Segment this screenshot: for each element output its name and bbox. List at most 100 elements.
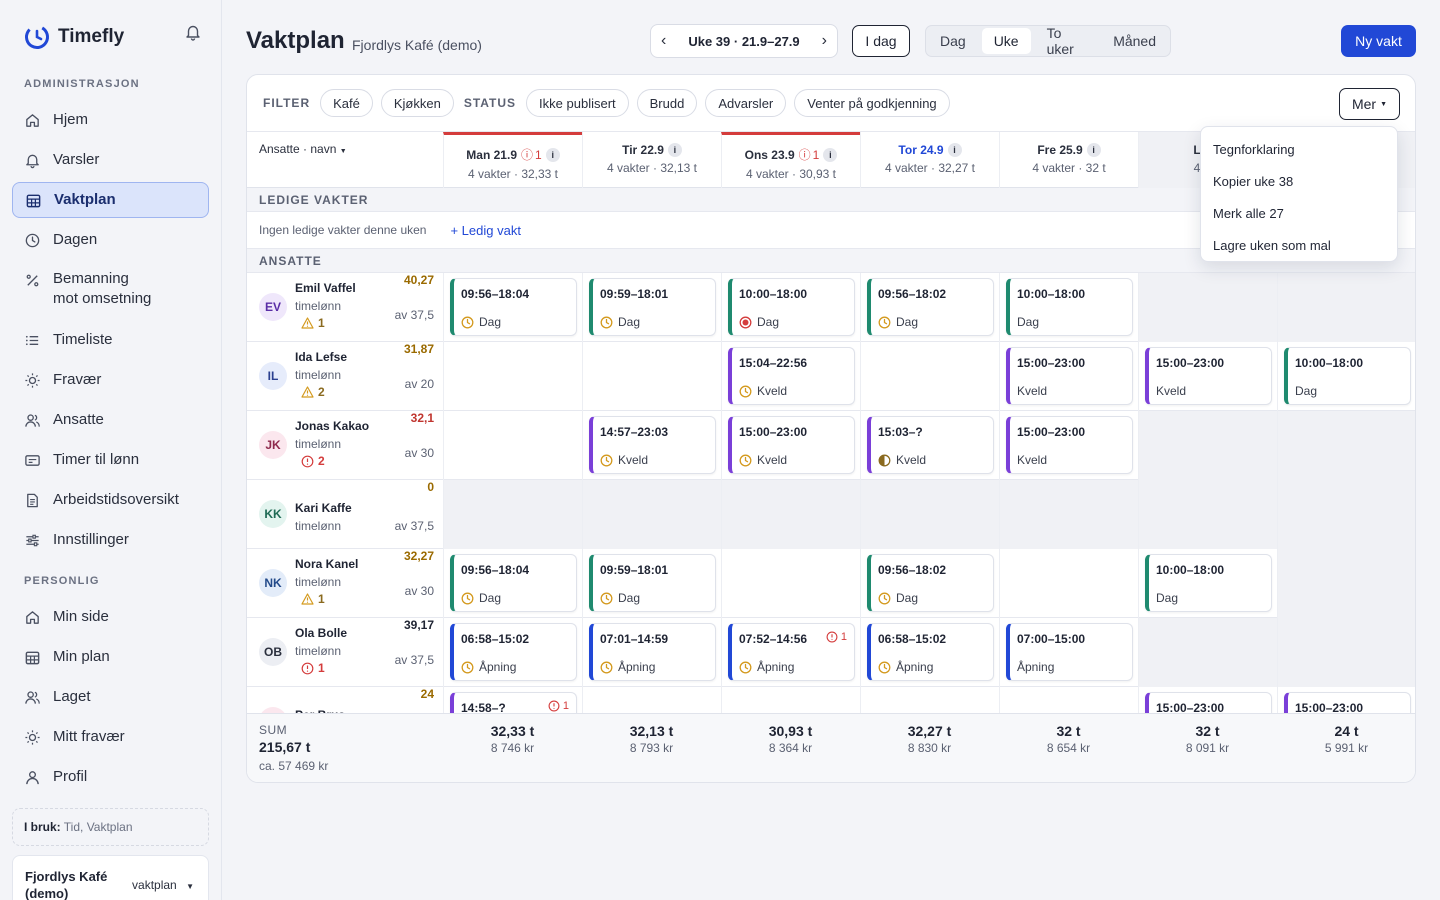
- shift-card[interactable]: 07:00–15:00 Åpning: [1006, 623, 1133, 681]
- schedule-cell[interactable]: [1138, 480, 1277, 549]
- employee-info[interactable]: NK Nora Kanel timelønn 1 32,27 av 30: [247, 549, 442, 618]
- notifications-bell-icon[interactable]: [184, 23, 202, 41]
- schedule-cell[interactable]: [860, 480, 999, 549]
- schedule-cell[interactable]: 10:00–18:00 Dag: [1277, 342, 1415, 411]
- shift-card[interactable]: 15:00–23:00 Kveld: [1145, 347, 1272, 405]
- schedule-cell[interactable]: [999, 687, 1138, 713]
- shift-alert[interactable]: 1: [548, 700, 569, 712]
- shift-card[interactable]: 09:56–18:04 Dag: [450, 278, 577, 336]
- prev-week-chevron-icon[interactable]: ‹: [661, 32, 667, 49]
- shift-card[interactable]: 15:00–23:00 Kveld: [728, 416, 855, 474]
- shift-alert[interactable]: 1: [826, 631, 847, 643]
- schedule-cell[interactable]: 15:00–23:00 Kveld: [1277, 687, 1415, 713]
- schedule-cell[interactable]: [721, 687, 860, 713]
- new-shift-button[interactable]: Ny vakt: [1341, 25, 1416, 57]
- day-alert-icon[interactable]: ⓘ 1: [798, 147, 820, 163]
- employee-info[interactable]: IL Ida Lefse timelønn 2 31,87 av 20: [247, 342, 442, 411]
- sidebar-item-ansatte[interactable]: Ansatte: [12, 403, 209, 437]
- menu-item-select-all[interactable]: Merk alle 27: [1213, 205, 1284, 221]
- schedule-cell[interactable]: 09:56–18:04 Dag: [443, 273, 582, 342]
- shift-card[interactable]: 07:01–14:59 Åpning: [589, 623, 716, 681]
- day-header[interactable]: Man 21.9 ⓘ 1 i 4 vakter · 32,33 t: [443, 132, 582, 188]
- schedule-cell[interactable]: [999, 549, 1138, 618]
- schedule-cell[interactable]: 09:56–18:02 Dag: [860, 549, 999, 618]
- schedule-cell[interactable]: 14:57–23:03 Kveld: [582, 411, 721, 480]
- schedule-cell[interactable]: [721, 480, 860, 549]
- today-button[interactable]: I dag: [852, 25, 910, 57]
- schedule-cell[interactable]: 10:00–18:00 Dag: [1138, 549, 1277, 618]
- next-week-chevron-icon[interactable]: ›: [821, 32, 827, 49]
- schedule-cell[interactable]: [860, 342, 999, 411]
- employee-info[interactable]: EV Emil Vaffel timelønn 1 40,27 av 37,5: [247, 273, 442, 342]
- employee-info[interactable]: KK Kari Kaffe timelønn 0 av 37,5: [247, 480, 442, 549]
- schedule-cell[interactable]: [999, 480, 1138, 549]
- view-tab-uke[interactable]: Uke: [981, 28, 1031, 54]
- schedule-cell[interactable]: 14:58–?1 Kveld: [443, 687, 582, 713]
- shift-card[interactable]: 10:00–18:00 Dag: [1284, 347, 1411, 405]
- org-switcher[interactable]: Fjordlys Kafé (demo) vaktplan ▼: [12, 855, 209, 900]
- status-chip-pending-approval[interactable]: Venter på godkjenning: [794, 89, 950, 117]
- view-tab-dag[interactable]: Dag: [940, 33, 966, 49]
- schedule-cell[interactable]: 15:00–23:00 Kveld: [999, 342, 1138, 411]
- day-header[interactable]: Tor 24.9 i 4 vakter · 32,27 t: [860, 132, 999, 188]
- schedule-cell[interactable]: [443, 480, 582, 549]
- schedule-cell[interactable]: 10:00–18:00 Dag: [999, 273, 1138, 342]
- schedule-cell[interactable]: [1277, 411, 1415, 480]
- add-open-shift-link[interactable]: + Ledig vakt: [450, 222, 521, 238]
- schedule-cell[interactable]: 15:03–? Kveld: [860, 411, 999, 480]
- sidebar-item-mitt-fravær[interactable]: Mitt fravær: [12, 720, 209, 754]
- employee-info[interactable]: OB Ola Bolle timelønn 1 39,17 av 37,5: [247, 618, 442, 687]
- menu-item-save-template[interactable]: Lagre uken som mal: [1213, 237, 1331, 253]
- schedule-cell[interactable]: [1138, 411, 1277, 480]
- sidebar-item-innstillinger[interactable]: Innstillinger: [12, 523, 209, 557]
- shift-card[interactable]: 15:00–23:00 Kveld: [1006, 416, 1133, 474]
- view-tab-måned[interactable]: Måned: [1113, 33, 1156, 49]
- shift-card[interactable]: 15:00–23:00 Kveld: [1145, 692, 1272, 713]
- schedule-cell[interactable]: 15:00–23:00 Kveld: [721, 411, 860, 480]
- schedule-cell[interactable]: 07:01–14:59 Åpning: [582, 618, 721, 687]
- shift-card[interactable]: 09:59–18:01 Dag: [589, 278, 716, 336]
- day-header[interactable]: Tir 22.9 i 4 vakter · 32,13 t: [582, 132, 721, 188]
- schedule-cell[interactable]: 07:00–15:00 Åpning: [999, 618, 1138, 687]
- view-tab-to-uker[interactable]: To uker: [1046, 25, 1074, 57]
- day-info-icon[interactable]: i: [545, 147, 560, 162]
- shift-card[interactable]: 09:56–18:02 Dag: [867, 554, 994, 612]
- schedule-cell[interactable]: 15:04–22:56 Kveld: [721, 342, 860, 411]
- brand[interactable]: Timefly: [24, 24, 124, 50]
- schedule-cell[interactable]: 06:58–15:02 Åpning: [860, 618, 999, 687]
- shift-card[interactable]: 06:58–15:02 Åpning: [450, 623, 577, 681]
- shift-card[interactable]: 15:04–22:56 Kveld: [728, 347, 855, 405]
- schedule-cell[interactable]: 15:00–23:00 Kveld: [1138, 342, 1277, 411]
- schedule-cell[interactable]: 09:56–18:02 Dag: [860, 273, 999, 342]
- shift-card[interactable]: 10:00–18:00 Dag: [728, 278, 855, 336]
- schedule-cell[interactable]: 09:56–18:04 Dag: [443, 549, 582, 618]
- employee-info[interactable]: PB Per Brus timelønn24: [247, 687, 442, 713]
- employee-flag[interactable]: 2: [301, 454, 325, 468]
- sidebar-item-vaktplan[interactable]: Vaktplan: [12, 182, 209, 218]
- employee-info[interactable]: JK Jonas Kakao timelønn 2 32,1 av 30: [247, 411, 442, 480]
- schedule-cell[interactable]: 15:00–23:00 Kveld: [999, 411, 1138, 480]
- schedule-cell[interactable]: [443, 411, 582, 480]
- menu-item-legend[interactable]: Tegnforklaring: [1213, 141, 1295, 157]
- sidebar-item-timeliste[interactable]: Timeliste: [12, 323, 209, 357]
- schedule-cell[interactable]: [582, 687, 721, 713]
- schedule-cell[interactable]: [443, 342, 582, 411]
- schedule-cell[interactable]: 09:59–18:01 Dag: [582, 273, 721, 342]
- schedule-cell[interactable]: 15:00–23:00 Kveld: [1138, 687, 1277, 713]
- org-mode-select[interactable]: vaktplan ▼: [132, 878, 194, 892]
- day-alert-icon[interactable]: ⓘ 1: [521, 147, 542, 163]
- schedule-cell[interactable]: [1277, 618, 1415, 687]
- status-chip-violation[interactable]: Brudd: [636, 89, 698, 117]
- shift-card[interactable]: 15:00–23:00 Kveld: [1006, 347, 1133, 405]
- shift-card[interactable]: 06:58–15:02 Åpning: [867, 623, 994, 681]
- more-button[interactable]: Mer ▼: [1339, 88, 1400, 120]
- schedule-cell[interactable]: 07:52–14:56 1 Åpning: [721, 618, 860, 687]
- shift-card[interactable]: 14:57–23:03 Kveld: [589, 416, 716, 474]
- sidebar-item-hjem[interactable]: Hjem: [12, 103, 209, 137]
- shift-card[interactable]: 15:00–23:00 Kveld: [1284, 692, 1411, 713]
- shift-card[interactable]: 15:03–? Kveld: [867, 416, 994, 474]
- schedule-cell[interactable]: 09:59–18:01 Dag: [582, 549, 721, 618]
- day-info-icon[interactable]: i: [1086, 143, 1101, 157]
- shift-card[interactable]: 09:56–18:02 Dag: [867, 278, 994, 336]
- day-header[interactable]: Ons 23.9 ⓘ 1 i 4 vakter · 30,93 t: [721, 132, 860, 188]
